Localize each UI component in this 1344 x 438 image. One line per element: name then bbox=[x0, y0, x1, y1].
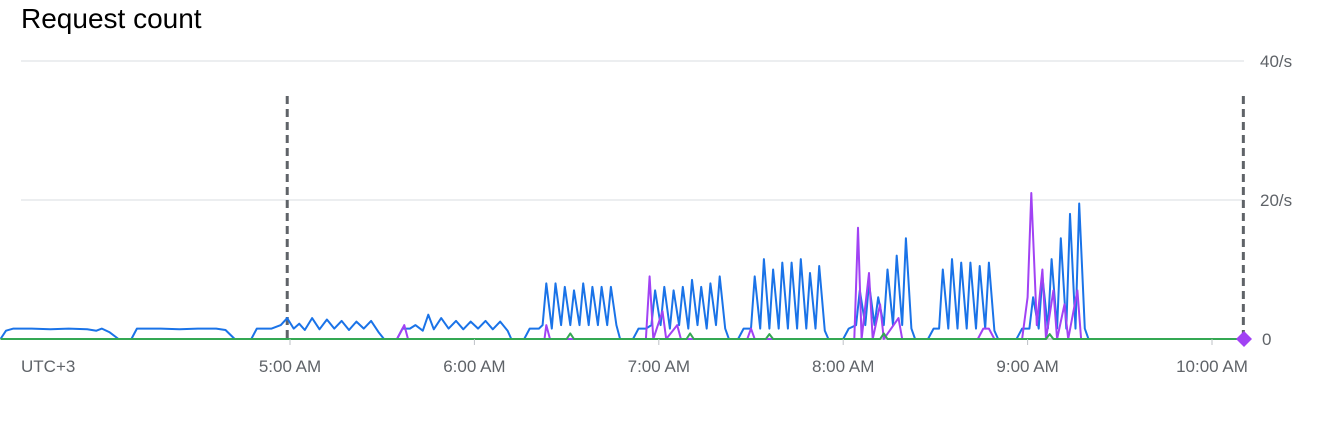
x-tick-label: 7:00 AM bbox=[628, 357, 690, 376]
y-tick-label: 40/s bbox=[1260, 52, 1292, 71]
x-tick-label: 9:00 AM bbox=[996, 357, 1058, 376]
chart-title: Request count bbox=[21, 3, 202, 34]
marker-layer bbox=[285, 96, 1245, 339]
end-diamond-marker bbox=[1236, 331, 1252, 347]
series-line-0 bbox=[0, 202, 1090, 340]
grid-layer bbox=[21, 60, 1244, 340]
x-tick-label: 10:00 AM bbox=[1176, 357, 1248, 376]
y-tick-label: 0 bbox=[1262, 330, 1271, 349]
series-layer bbox=[0, 192, 1252, 347]
axis-layer: UTC+3 40/s 20/s 0 5:00 AM 6:00 AM 7:00 AM 8:00… bbox=[21, 52, 1292, 376]
series-line-2 bbox=[0, 332, 1249, 340]
x-tick-label: 6:00 AM bbox=[443, 357, 505, 376]
y-tick-label: 20/s bbox=[1260, 191, 1292, 210]
timezone-label: UTC+3 bbox=[21, 357, 75, 376]
x-tick-label: 5:00 AM bbox=[259, 357, 321, 376]
x-tick-label: 8:00 AM bbox=[812, 357, 874, 376]
